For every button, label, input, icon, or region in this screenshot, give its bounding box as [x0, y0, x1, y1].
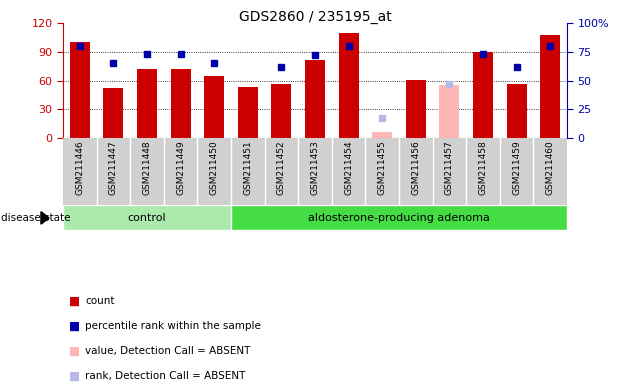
- Text: GSM211453: GSM211453: [311, 140, 319, 195]
- Text: GDS2860 / 235195_at: GDS2860 / 235195_at: [239, 10, 391, 23]
- Text: ■: ■: [69, 295, 81, 308]
- Bar: [439, 86, 459, 138]
- Text: GSM211449: GSM211449: [176, 140, 185, 195]
- Bar: [137, 69, 157, 138]
- Text: control: control: [128, 213, 166, 223]
- Bar: [406, 80, 426, 138]
- Text: value, Detection Call = ABSENT: value, Detection Call = ABSENT: [85, 346, 251, 356]
- Text: GSM211455: GSM211455: [378, 140, 387, 195]
- Text: GSM211447: GSM211447: [109, 140, 118, 195]
- Text: GSM211454: GSM211454: [344, 140, 353, 195]
- Text: GSM211457: GSM211457: [445, 140, 454, 195]
- Bar: [305, 60, 325, 138]
- Text: ■: ■: [69, 370, 81, 383]
- Bar: [70, 42, 90, 138]
- Bar: [473, 52, 493, 138]
- Text: rank, Detection Call = ABSENT: rank, Detection Call = ABSENT: [85, 371, 246, 381]
- Text: disease state: disease state: [1, 213, 70, 223]
- Bar: [63, 205, 231, 230]
- Text: GSM211459: GSM211459: [512, 140, 521, 195]
- Text: percentile rank within the sample: percentile rank within the sample: [85, 321, 261, 331]
- Bar: [507, 84, 527, 138]
- Text: aldosterone-producing adenoma: aldosterone-producing adenoma: [308, 213, 490, 223]
- Polygon shape: [41, 212, 49, 224]
- Bar: [231, 205, 567, 230]
- Bar: [204, 76, 224, 138]
- Bar: [540, 35, 560, 138]
- Bar: [272, 84, 292, 138]
- Bar: [372, 132, 392, 138]
- Text: GSM211456: GSM211456: [411, 140, 420, 195]
- Text: ■: ■: [69, 345, 81, 358]
- Text: GSM211446: GSM211446: [76, 140, 84, 195]
- Bar: [171, 69, 191, 138]
- Text: GSM211452: GSM211452: [277, 140, 286, 195]
- Text: GSM211450: GSM211450: [210, 140, 219, 195]
- Bar: [103, 88, 123, 138]
- Bar: [238, 88, 258, 138]
- Text: GSM211448: GSM211448: [142, 140, 151, 195]
- Bar: [338, 33, 358, 138]
- Text: GSM211458: GSM211458: [479, 140, 488, 195]
- Text: count: count: [85, 296, 115, 306]
- Text: GSM211451: GSM211451: [243, 140, 252, 195]
- Text: ■: ■: [69, 320, 81, 333]
- Text: GSM211460: GSM211460: [546, 140, 554, 195]
